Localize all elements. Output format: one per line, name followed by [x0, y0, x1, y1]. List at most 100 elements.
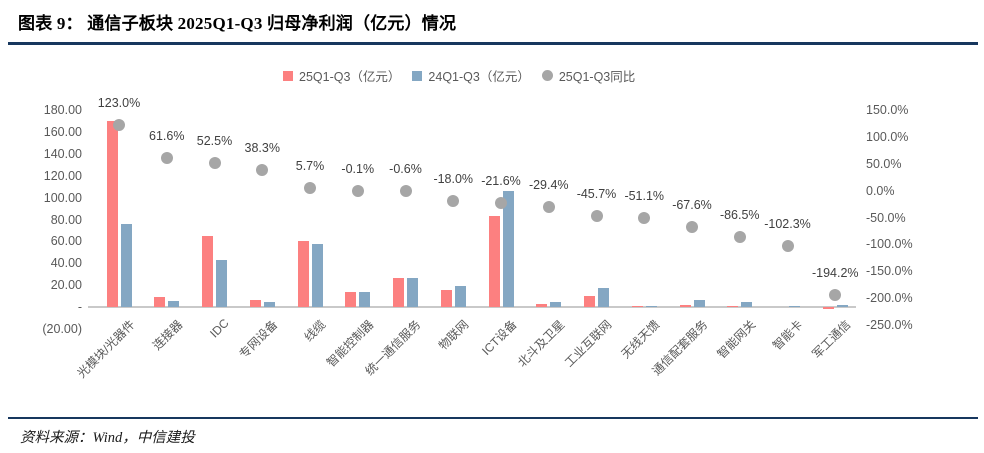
- yoy-data-label: -86.5%: [719, 208, 760, 223]
- bar-25q1-q3: [440, 290, 452, 307]
- bar-25q1-q3: [679, 304, 691, 307]
- legend-item-25q: 25Q1-Q3（亿元）: [283, 66, 400, 85]
- y-axis-tick-right: -50.0%: [866, 210, 906, 225]
- y-axis-tick-left: 180.00: [43, 103, 82, 117]
- bar-25q1-q3: [393, 278, 404, 307]
- footer-rule: [8, 417, 978, 419]
- chart-legend: 25Q1-Q3（亿元） 24Q1-Q3（亿元） 25Q1-Q3同比: [283, 66, 635, 85]
- x-axis-category-label: 北斗及卫星: [514, 317, 568, 370]
- yoy-dot: [160, 151, 173, 164]
- legend-label-24q: 24Q1-Q3（亿元）: [428, 70, 530, 84]
- yoy-data-label: 5.7%: [295, 158, 325, 173]
- y-axis-tick-left: 120.00: [43, 168, 82, 183]
- y-axis-tick-left: 160.00: [43, 124, 82, 139]
- x-axis-category-label: 物联网: [436, 317, 472, 353]
- bar-25q1-q3: [727, 306, 739, 307]
- bar-25q1-q3: [249, 299, 261, 307]
- bar-24q1-q3: [263, 301, 275, 307]
- x-axis-category-label: 工业互联网: [562, 317, 615, 370]
- yoy-dot: [590, 209, 603, 222]
- y-axis-tick-right: -100.0%: [866, 237, 913, 252]
- yoy-dot: [113, 118, 125, 131]
- bar-24q1-q3: [216, 260, 227, 307]
- y-axis-tick-right: 0.0%: [866, 183, 895, 198]
- yoy-dot: [733, 231, 746, 244]
- x-axis-category-label: ICT设备: [478, 317, 520, 358]
- yoy-data-label: -18.0%: [433, 171, 474, 186]
- bar-24q1-q3: [836, 304, 848, 307]
- x-axis-baseline: [88, 306, 856, 308]
- yoy-dot: [304, 181, 316, 194]
- figure-title: 图表 9： 通信子板块 2025Q1-Q3 归母净利润（亿元）情况: [18, 14, 457, 33]
- yoy-dot: [781, 239, 794, 252]
- legend-label-25q: 25Q1-Q3（亿元）: [299, 70, 401, 84]
- y-axis-tick-right: -200.0%: [866, 291, 913, 306]
- bar-24q1-q3: [550, 302, 562, 307]
- yoy-dot: [829, 289, 842, 302]
- yoy-dot: [495, 196, 507, 209]
- bar-24q1-q3: [311, 244, 323, 307]
- x-axis-category-label: 无线天馈: [618, 317, 663, 362]
- x-axis-category-label: 军工通信: [809, 317, 854, 362]
- y-axis-tick-left: 140.00: [43, 146, 82, 161]
- legend-swatch-24q-icon: [412, 70, 423, 81]
- bar-25q1-q3: [202, 235, 213, 307]
- yoy-data-label: -67.6%: [672, 198, 712, 213]
- bar-24q1-q3: [502, 191, 514, 307]
- yoy-dot: [686, 221, 698, 234]
- bar-24q1-q3: [645, 306, 657, 307]
- yoy-data-label: 61.6%: [149, 128, 185, 143]
- y-axis-tick-left: 40.00: [50, 256, 82, 271]
- yoy-data-label: -21.6%: [481, 173, 521, 188]
- bar-25q1-q3: [631, 306, 643, 307]
- legend-swatch-yoy-icon: [541, 70, 553, 81]
- legend-item-yoy: 25Q1-Q3同比: [541, 66, 635, 85]
- y-axis-tick-left: 20.00: [50, 278, 82, 293]
- yoy-dot: [208, 156, 221, 169]
- yoy-data-label: -102.3%: [764, 216, 811, 231]
- bar-25q1-q3: [822, 307, 834, 310]
- bar-24q1-q3: [693, 299, 705, 307]
- yoy-dot: [256, 164, 269, 177]
- x-axis-category-label: 智能卡: [770, 317, 806, 353]
- y-axis-tick-right: 150.0%: [866, 103, 909, 117]
- y-axis-tick-left: (20.00): [42, 322, 82, 336]
- yoy-data-label: 38.3%: [244, 141, 280, 156]
- y-axis-tick-right: 100.0%: [866, 129, 909, 144]
- title-underline: [8, 42, 978, 45]
- yoy-dot: [447, 194, 460, 207]
- x-axis-category-label: 智能网关: [714, 317, 759, 362]
- x-axis-category-label: 光模块/光器件: [74, 317, 138, 381]
- y-axis-tick-right: -250.0%: [866, 318, 913, 332]
- bar-24q1-q3: [359, 292, 371, 307]
- bar-25q1-q3: [584, 296, 595, 307]
- y-axis-tick-left: 100.00: [43, 190, 82, 205]
- bar-25q1-q3: [154, 297, 166, 307]
- y-axis-tick-right: -150.0%: [866, 264, 913, 279]
- yoy-data-label: -51.1%: [624, 189, 665, 204]
- yoy-dot: [638, 212, 651, 225]
- yoy-dot: [542, 200, 555, 213]
- y-axis-tick-right: 50.0%: [866, 156, 902, 171]
- bar-24q1-q3: [168, 300, 180, 307]
- bar-24q1-q3: [120, 223, 132, 307]
- yoy-data-label: 123.0%: [97, 95, 141, 110]
- yoy-data-label: -0.1%: [341, 162, 375, 177]
- bar-24q1-q3: [741, 302, 753, 307]
- yoy-data-label: 52.5%: [196, 133, 233, 148]
- legend-item-24q: 24Q1-Q3（亿元）: [412, 66, 530, 85]
- yoy-data-label: -29.4%: [528, 177, 569, 192]
- bar-24q1-q3: [407, 277, 418, 307]
- bar-25q1-q3: [536, 303, 548, 307]
- yoy-dot: [399, 185, 412, 198]
- bar-25q1-q3: [345, 292, 357, 307]
- yoy-dot: [351, 185, 364, 198]
- bar-25q1-q3: [297, 240, 309, 307]
- bar-25q1-q3: [106, 121, 118, 307]
- yoy-data-label: -0.6%: [389, 162, 422, 177]
- x-axis-category-label: 连接器: [149, 317, 186, 353]
- source-note: 资料来源：Wind，中信建投: [20, 430, 195, 446]
- legend-swatch-25q-icon: [283, 70, 293, 81]
- y-axis-tick-left: -: [77, 300, 82, 315]
